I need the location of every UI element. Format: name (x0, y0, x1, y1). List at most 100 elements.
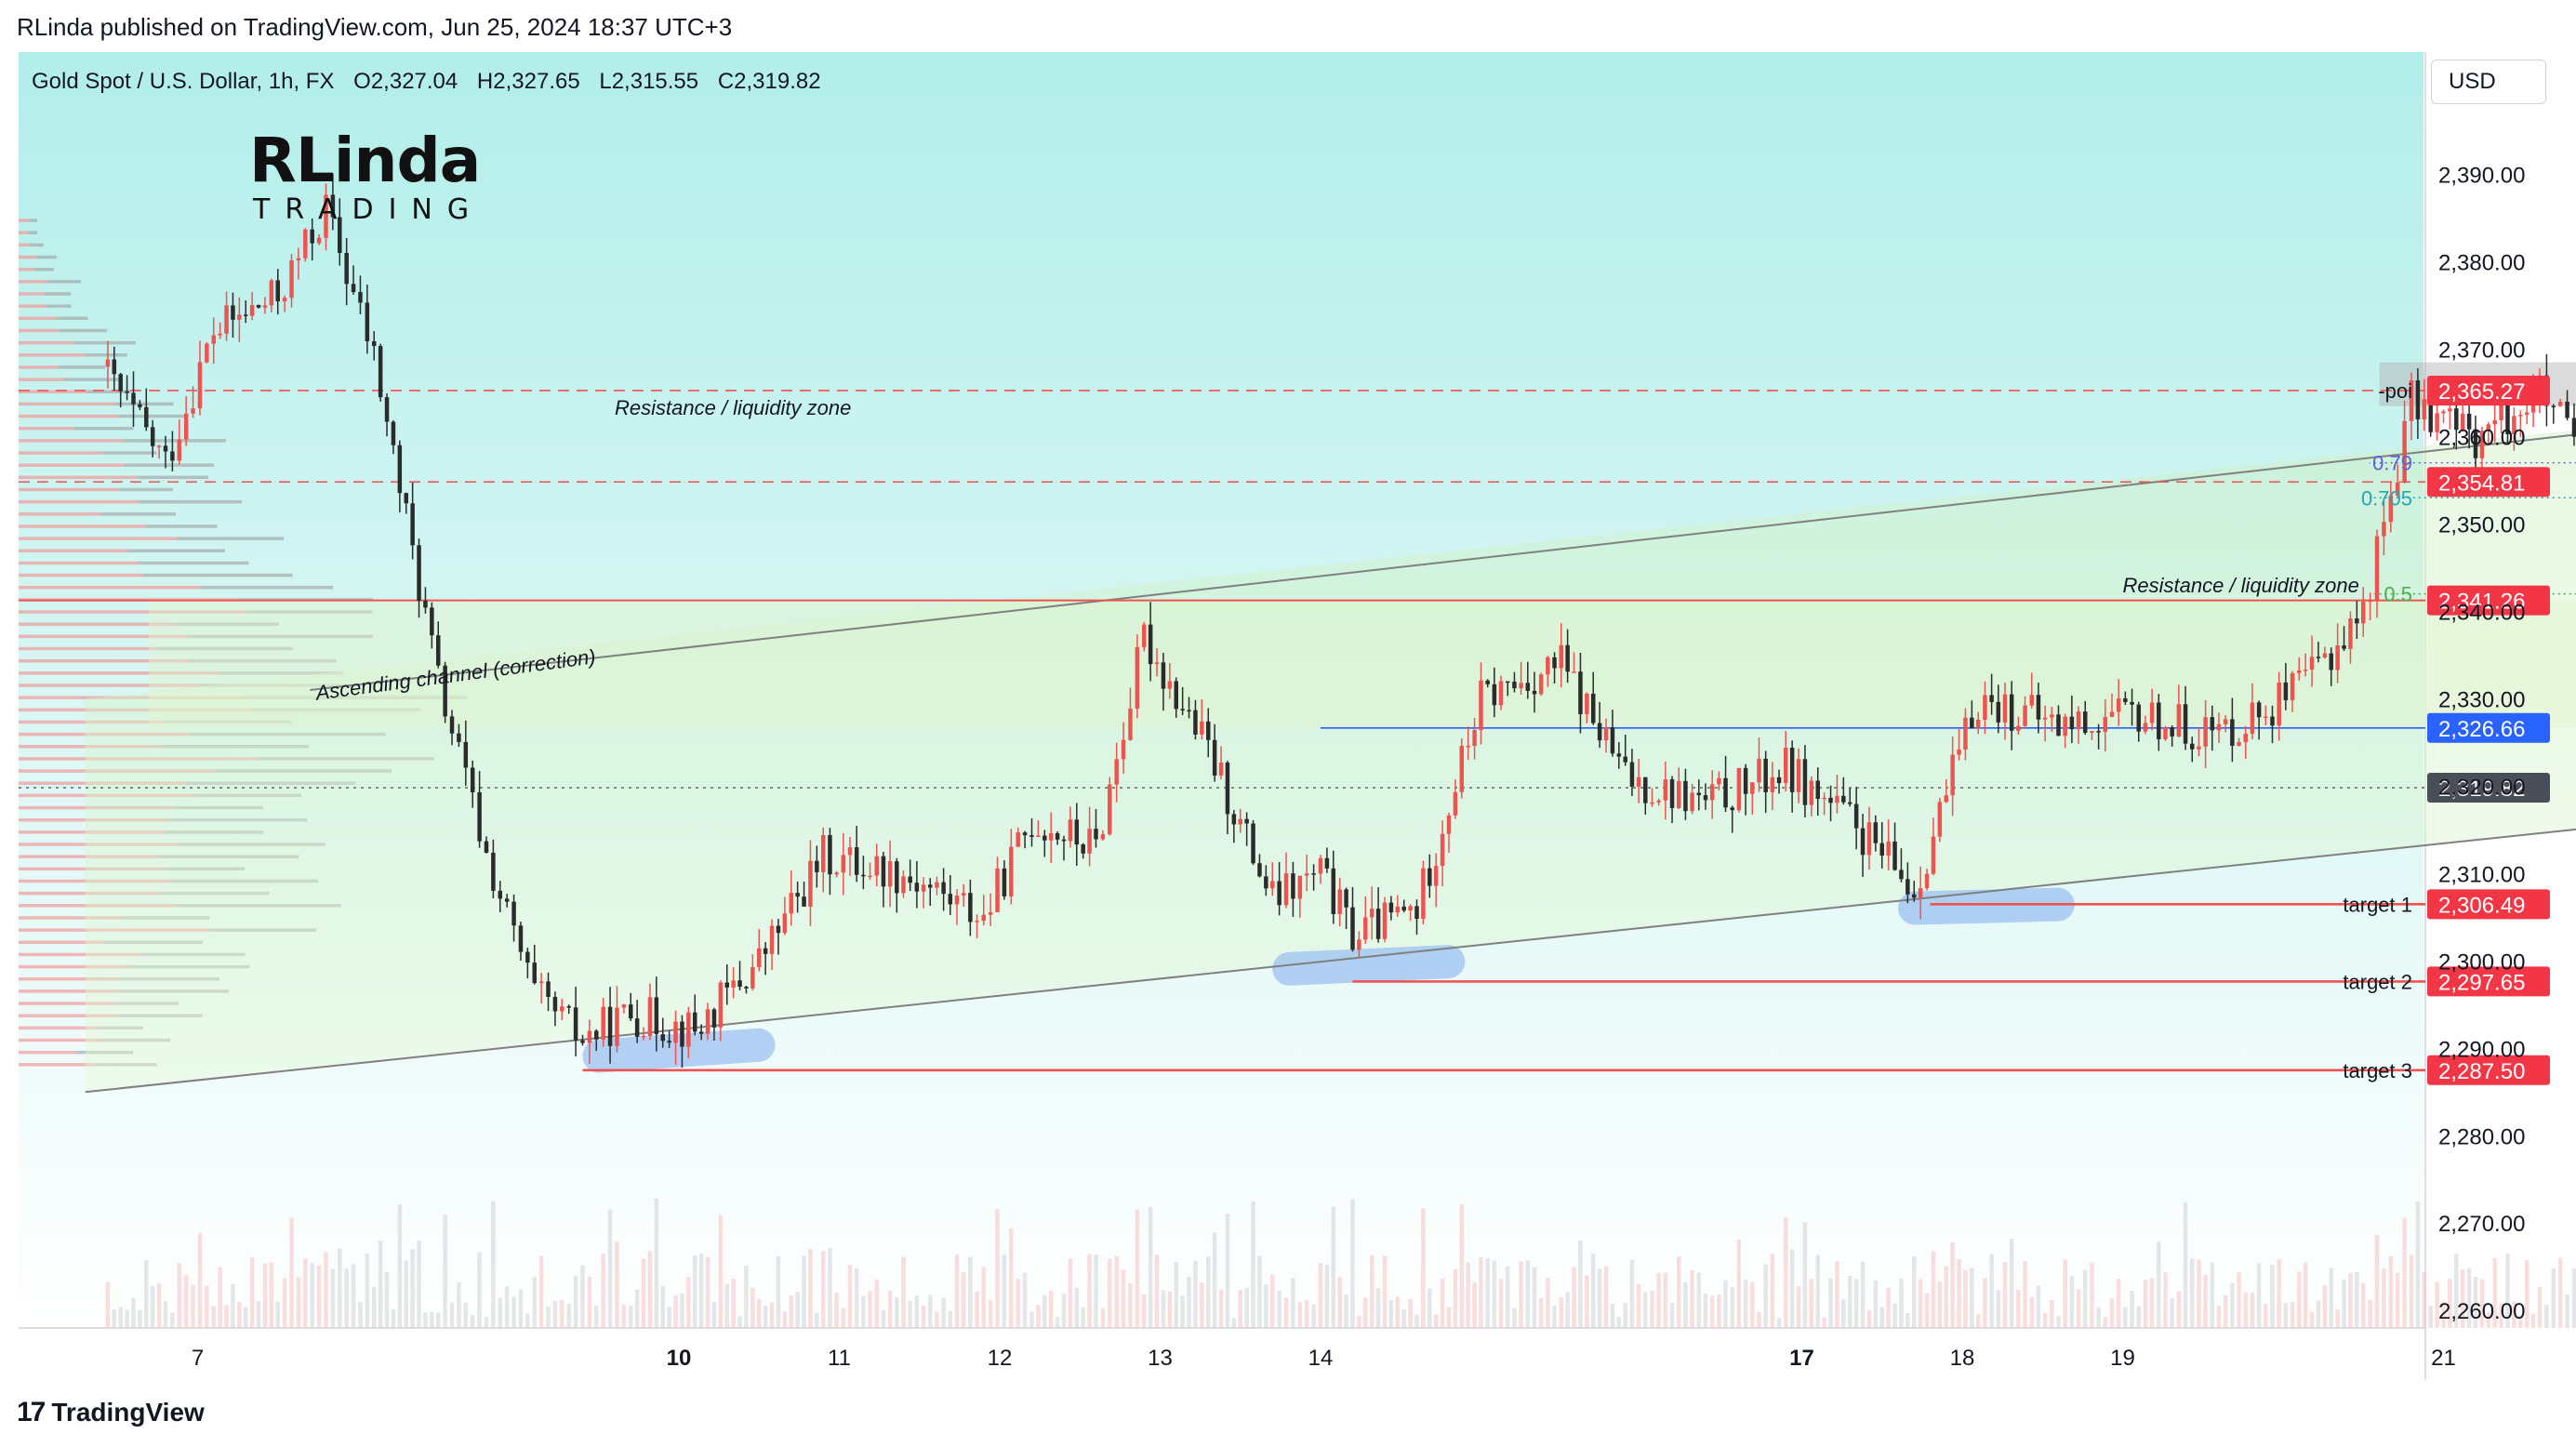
candle-down[interactable] (2329, 653, 2333, 670)
candle-down[interactable] (1723, 777, 1728, 808)
candle-up[interactable] (1218, 763, 1224, 776)
candle-down[interactable] (1401, 906, 1406, 911)
candle-down[interactable] (795, 893, 800, 897)
candle-up[interactable] (1382, 902, 1388, 939)
candle-down[interactable] (2565, 401, 2569, 418)
candle-down[interactable] (711, 1009, 717, 1028)
candle-up[interactable] (1976, 719, 1981, 729)
candle-up[interactable] (296, 258, 301, 260)
candle-up[interactable] (237, 314, 242, 320)
candle-down[interactable] (968, 893, 973, 923)
candle-up[interactable] (1048, 833, 1054, 841)
candle-up[interactable] (1809, 780, 1814, 805)
candle-up[interactable] (887, 861, 893, 887)
candle-down[interactable] (1578, 671, 1583, 714)
candle-up[interactable] (935, 882, 939, 888)
candle-up[interactable] (1924, 873, 1930, 889)
candle-up[interactable] (1304, 873, 1309, 876)
candle-up[interactable] (2063, 716, 2067, 737)
candle-down[interactable] (1212, 739, 1217, 776)
candle-down[interactable] (1629, 762, 1635, 787)
candle-up[interactable] (2109, 711, 2115, 717)
price-label-target-1[interactable]: 2,306.49 (2438, 893, 2525, 918)
candle-up[interactable] (2103, 716, 2108, 732)
candle-up[interactable] (1297, 875, 1303, 899)
candle-up[interactable] (2518, 415, 2523, 417)
candle-up[interactable] (1690, 792, 1694, 812)
channel-upper-line[interactable] (310, 323, 2576, 691)
candle-up[interactable] (1036, 835, 1041, 838)
candle-up[interactable] (1709, 784, 1715, 801)
candle-up[interactable] (2016, 725, 2021, 731)
candle-up[interactable] (2250, 702, 2255, 735)
candle-up[interactable] (2441, 411, 2446, 414)
candle-up[interactable] (2002, 694, 2008, 723)
candle-down[interactable] (498, 890, 503, 899)
candle-up[interactable] (1757, 758, 1761, 783)
candle-up[interactable] (2309, 657, 2315, 670)
candle-up[interactable] (2303, 670, 2308, 671)
candle-down[interactable] (2069, 716, 2075, 730)
candle-down[interactable] (338, 217, 342, 253)
candle-up[interactable] (2486, 424, 2491, 431)
candle-down[interactable] (170, 451, 175, 461)
candle-down[interactable] (1996, 701, 2001, 723)
candle-down[interactable] (344, 252, 349, 285)
candle-up[interactable] (2277, 682, 2281, 726)
candle-down[interactable] (2123, 698, 2128, 702)
candle-up[interactable] (105, 359, 111, 367)
candle-down[interactable] (1029, 835, 1034, 837)
candle-down[interactable] (941, 882, 946, 895)
candle-down[interactable] (1789, 748, 1795, 792)
candle-up[interactable] (1167, 681, 1173, 689)
candle-down[interactable] (1350, 907, 1355, 950)
candle-down[interactable] (2210, 717, 2215, 731)
candle-up[interactable] (1009, 846, 1014, 896)
candle-down[interactable] (1591, 693, 1596, 724)
candles[interactable] (105, 174, 2576, 1069)
candle-down[interactable] (1148, 624, 1153, 665)
candle-up[interactable] (1963, 717, 1968, 750)
candle-down[interactable] (1257, 863, 1262, 877)
tradingview-logo[interactable]: 17 TradingView (17, 1397, 205, 1428)
candle-down[interactable] (477, 791, 482, 842)
candle-up[interactable] (2149, 702, 2155, 724)
candle-down[interactable] (1905, 879, 1910, 895)
candle-up[interactable] (2348, 618, 2353, 649)
candle-down[interactable] (1828, 797, 1833, 803)
candle-down[interactable] (580, 1040, 585, 1043)
candle-up[interactable] (2395, 482, 2400, 496)
candle-down[interactable] (654, 997, 659, 1035)
candle-down[interactable] (1331, 868, 1336, 914)
candle-up[interactable] (615, 1007, 619, 1046)
candle-down[interactable] (384, 397, 390, 422)
candle-up[interactable] (782, 913, 788, 934)
candle-down[interactable] (2230, 719, 2235, 746)
candle-up[interactable] (2203, 717, 2208, 747)
candle-up[interactable] (324, 194, 328, 238)
candle-down[interactable] (1174, 681, 1178, 710)
candle-up[interactable] (1421, 868, 1426, 919)
candle-down[interactable] (2454, 408, 2459, 431)
candle-down[interactable] (457, 733, 461, 742)
candle-up[interactable] (1100, 834, 1106, 840)
candle-down[interactable] (1696, 792, 1702, 796)
candle-up[interactable] (647, 997, 653, 1036)
candle-down[interactable] (1344, 889, 1348, 908)
candle-up[interactable] (1318, 857, 1323, 874)
candle-up[interactable] (1433, 866, 1439, 886)
candle-up[interactable] (2448, 408, 2452, 412)
candle-up[interactable] (821, 835, 826, 872)
candle-down[interactable] (1225, 763, 1230, 815)
candle-up[interactable] (262, 305, 268, 308)
candle-down[interactable] (1815, 780, 1820, 800)
candle-down[interactable] (244, 314, 248, 316)
candle-up[interactable] (2492, 419, 2497, 425)
price-label-resistance-1[interactable]: 2,341.26 (2438, 590, 2525, 615)
candle-down[interactable] (2056, 714, 2061, 737)
candle-down[interactable] (1853, 803, 1859, 829)
candle-down[interactable] (378, 346, 383, 398)
candle-up[interactable] (834, 872, 839, 875)
candle-up[interactable] (1068, 819, 1073, 842)
price-label-blue-level[interactable]: 2,326.66 (2438, 717, 2525, 742)
